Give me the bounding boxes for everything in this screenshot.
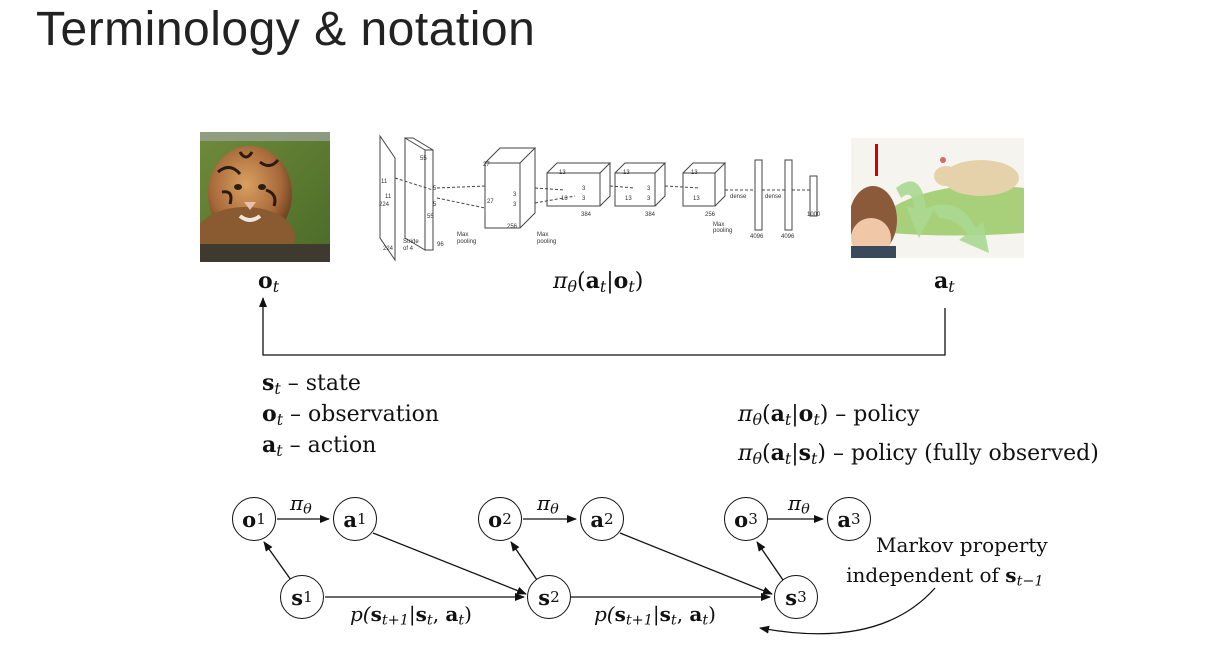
nl-6: 5: [433, 186, 437, 192]
nl-11: Max: [457, 232, 468, 238]
conv3-box: [546, 162, 612, 207]
dense1-bar: [754, 159, 763, 231]
def-action: at – action: [262, 432, 377, 460]
dense2-bar: [784, 159, 793, 231]
action-illustration: [851, 138, 1024, 258]
nl-29: 3: [647, 196, 651, 202]
edge-s2-o2: [510, 541, 538, 581]
markov-note: Markov property independent of st−1: [842, 530, 1048, 590]
policy-edge-label-1: πθ: [290, 491, 312, 518]
def-state: st – state: [262, 370, 361, 398]
policy-label: πθ(at|ot): [553, 268, 644, 296]
nl-23: 3: [582, 186, 586, 192]
nl-7: 5: [433, 202, 437, 208]
nl-15: 256: [507, 224, 518, 230]
transition-label-2: p(st+1|st, at): [594, 602, 716, 629]
nl-20: 13: [559, 170, 566, 176]
nl-18: 3: [513, 192, 517, 198]
definitions-list: st – state ot – observation at – action: [262, 368, 439, 461]
policy-edge-label-2: πθ: [537, 491, 559, 518]
nl-19: 3: [513, 202, 517, 208]
edge-s1-o1: [263, 541, 292, 581]
nl-30: 13: [691, 170, 698, 176]
tiger-photo: [200, 132, 330, 262]
nl-12: pooling: [457, 239, 476, 245]
nl-4: Stride: [403, 239, 419, 245]
edge-a2-s3: [619, 532, 773, 595]
nl-31: 13: [693, 196, 700, 202]
markov-pointer: [759, 587, 936, 635]
policy-definitions: πθ(at|ot) – policy πθ(at|st) – policy (f…: [738, 395, 1099, 473]
nl-24: 3: [582, 196, 586, 202]
nl-22: 384: [581, 212, 592, 218]
nl-33: Max: [713, 222, 724, 228]
nl-26: 13: [625, 196, 632, 202]
nl-37: 4096: [750, 234, 764, 240]
nl-39: 1000: [807, 212, 821, 218]
nl-28: 3: [647, 186, 651, 192]
feedback-loop: [259, 297, 946, 356]
observation-label: ot: [258, 268, 280, 296]
nl-17: pooling: [537, 239, 556, 245]
edge-a1-s2: [372, 532, 527, 595]
edge-s3-o3: [756, 541, 784, 581]
nl-5: of 4: [403, 246, 414, 252]
nl-34: pooling: [713, 228, 732, 234]
conv2-box: [484, 147, 537, 229]
slide-title: Terminology & notation: [36, 3, 536, 56]
markov-line-2: independent of st−1: [846, 563, 1044, 590]
nl-0: 11: [381, 179, 388, 185]
nl-21: 13: [561, 196, 568, 202]
nl-38: 4096: [781, 234, 795, 240]
conv1-layer: [404, 137, 434, 251]
nl-3: 224: [383, 246, 394, 252]
def-policy-full: πθ(at|st) – policy (fully observed): [738, 440, 1099, 468]
nl-14: 27: [487, 199, 494, 205]
markov-line-1: Markov property: [876, 533, 1048, 557]
policy-edge-label-3: πθ: [788, 491, 810, 518]
input-layer: [379, 134, 396, 262]
convnet-diagram: 11 11 224 224 Stride of 4 5 5 55 55 96 M…: [379, 134, 821, 262]
nl-13: 27: [483, 162, 490, 168]
nl-16: Max: [537, 232, 548, 238]
def-policy: πθ(at|ot) – policy: [738, 401, 920, 429]
nl-25: 13: [623, 170, 630, 176]
nl-36: dense: [765, 194, 782, 200]
nl-10: 96: [437, 242, 444, 248]
conv5-box: [682, 162, 727, 207]
action-label: at: [934, 268, 955, 296]
nl-1: 11: [385, 194, 392, 200]
transition-label-1: p(st+1|st, at): [350, 602, 472, 629]
nl-32: 256: [705, 212, 716, 218]
def-observation: ot – observation: [262, 401, 440, 429]
nl-35: dense: [730, 194, 747, 200]
nl-2: 224: [379, 202, 390, 208]
nl-9: 55: [427, 214, 434, 220]
dense3-bar: [809, 175, 818, 217]
nl-8: 55: [420, 156, 427, 162]
conv4-box: [614, 162, 667, 207]
nl-27: 384: [645, 212, 656, 218]
